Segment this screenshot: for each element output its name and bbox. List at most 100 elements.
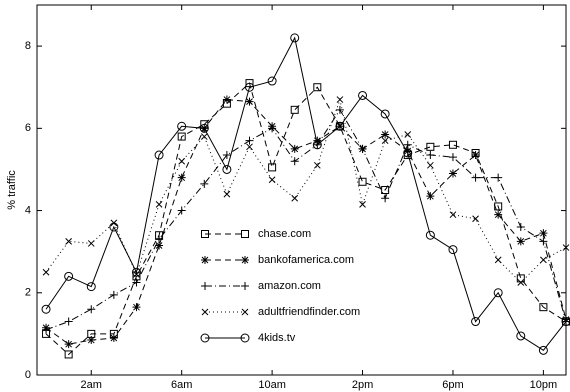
data-point — [448, 245, 458, 255]
data-point — [381, 130, 390, 139]
data-point — [154, 150, 164, 160]
data-point — [222, 164, 232, 174]
data-point — [381, 194, 390, 203]
data-point — [64, 350, 73, 359]
data-point — [290, 144, 299, 153]
data-point — [312, 140, 322, 150]
data-point — [267, 76, 277, 86]
legend-marker — [241, 308, 249, 316]
data-point — [199, 123, 209, 133]
data-point — [131, 267, 141, 277]
data-point — [403, 148, 413, 158]
data-point — [381, 186, 390, 194]
data-point — [426, 192, 435, 201]
data-point — [87, 240, 95, 247]
data-point — [64, 340, 73, 349]
x-tick-label: 2pm — [352, 379, 373, 391]
x-tick-label: 10pm — [530, 379, 558, 391]
data-point — [177, 206, 186, 215]
data-point — [132, 278, 141, 287]
data-point — [65, 238, 73, 245]
data-point — [178, 157, 186, 165]
legend-marker — [200, 333, 210, 343]
data-point — [425, 230, 435, 240]
data-point — [291, 194, 299, 202]
data-point — [517, 279, 525, 286]
data-point — [539, 229, 548, 238]
data-point — [449, 211, 457, 219]
data-point — [245, 136, 254, 145]
data-point — [539, 237, 548, 246]
data-point — [538, 345, 548, 355]
data-point — [109, 334, 118, 342]
data-point — [290, 33, 300, 43]
data-point — [494, 210, 503, 219]
data-point — [222, 151, 231, 160]
data-point — [313, 83, 322, 92]
data-point — [494, 256, 502, 264]
data-point — [358, 177, 367, 186]
data-point — [245, 79, 254, 88]
legend-marker — [241, 230, 249, 238]
data-point — [64, 317, 73, 326]
data-point — [200, 133, 208, 140]
data-point — [426, 142, 435, 151]
data-point — [177, 173, 186, 182]
data-point — [155, 201, 163, 208]
data-point — [200, 179, 209, 188]
legend-marker — [241, 256, 249, 264]
data-point — [404, 131, 412, 138]
data-point — [472, 215, 479, 223]
y-tick-label: 4 — [25, 204, 31, 216]
legend-marker — [241, 282, 249, 290]
data-point — [562, 244, 570, 251]
data-point — [403, 146, 412, 155]
plot-frame — [36, 4, 567, 376]
data-point — [64, 271, 74, 281]
data-point — [358, 144, 367, 153]
data-point — [448, 140, 457, 149]
y-tick-label: 6 — [25, 122, 31, 134]
legend-marker — [201, 308, 209, 316]
data-point — [223, 190, 231, 198]
data-point — [426, 151, 435, 160]
data-point — [132, 303, 141, 312]
data-point — [177, 121, 187, 131]
data-point — [246, 143, 253, 151]
data-point — [42, 325, 51, 334]
data-point — [42, 268, 50, 276]
data-point — [41, 304, 51, 314]
data-point — [561, 317, 570, 327]
x-tick-label: 2am — [81, 379, 102, 391]
data-point — [381, 137, 389, 145]
data-point — [516, 223, 525, 231]
x-tick-label: 10am — [258, 379, 286, 391]
data-point — [335, 121, 345, 131]
series-line — [45, 108, 567, 331]
data-point — [268, 163, 277, 172]
data-point — [380, 109, 390, 119]
data-point — [177, 132, 186, 141]
data-point — [471, 151, 480, 160]
legend-label: adultfriendfinder.com — [258, 306, 360, 318]
x-tick-label: 6am — [171, 379, 192, 391]
data-point — [222, 95, 231, 104]
data-point — [358, 90, 368, 100]
legend-marker — [240, 333, 250, 343]
data-point — [313, 161, 321, 169]
data-point — [336, 96, 344, 103]
y-tick-label: 2 — [25, 287, 31, 299]
x-tick-label: 6pm — [442, 379, 463, 391]
legend-label: bankofamerica.com — [258, 254, 354, 266]
data-point — [448, 153, 457, 162]
data-point — [109, 290, 118, 299]
data-point — [471, 173, 480, 182]
data-point — [290, 157, 299, 166]
data-point — [448, 169, 457, 178]
series-line — [45, 99, 567, 345]
data-point — [155, 235, 164, 244]
data-point — [516, 237, 525, 246]
series-line — [45, 36, 567, 351]
data-point — [87, 305, 96, 314]
